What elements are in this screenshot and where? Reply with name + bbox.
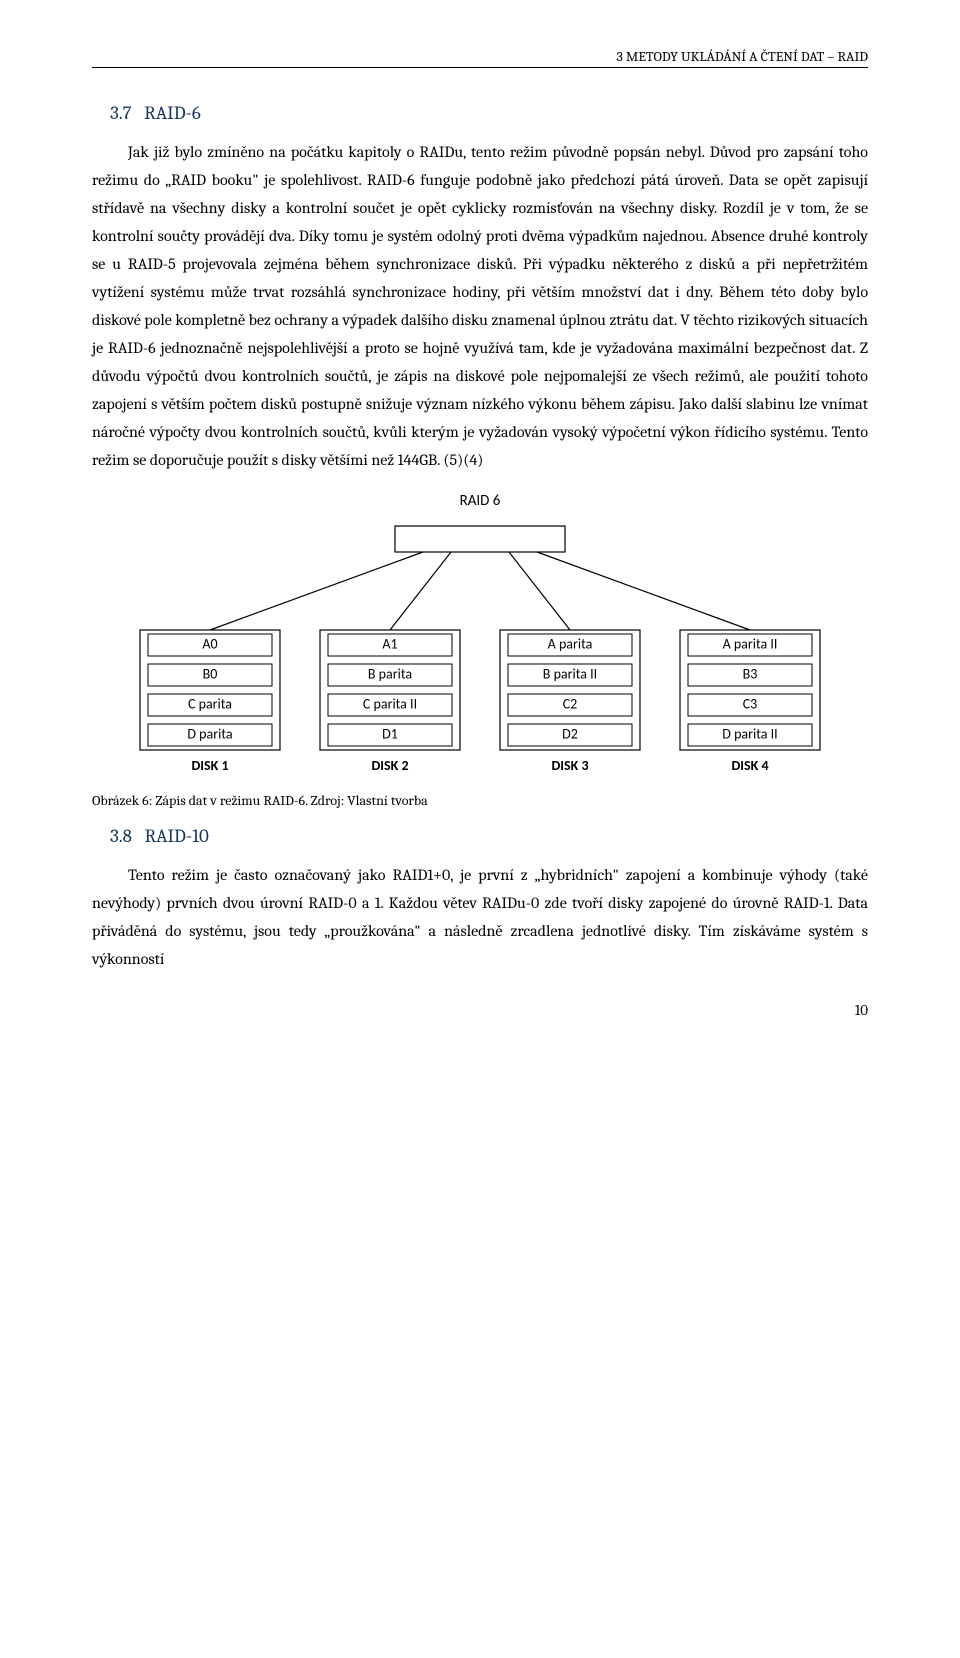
- svg-text:DISK 1: DISK 1: [191, 757, 228, 774]
- section-number: 3.7: [110, 102, 132, 124]
- svg-text:DISK 2: DISK 2: [371, 757, 408, 774]
- svg-text:B parita: B parita: [368, 665, 412, 682]
- svg-text:B3: B3: [743, 665, 758, 682]
- section-heading-raid10: 3.8 RAID-10: [110, 825, 868, 847]
- svg-text:B parita II: B parita II: [543, 665, 597, 682]
- svg-text:A parita: A parita: [548, 635, 593, 652]
- svg-text:A0: A0: [202, 635, 217, 652]
- svg-text:B0: B0: [203, 665, 218, 682]
- section-number: 3.8: [110, 825, 132, 847]
- figure-title: RAID 6: [92, 492, 868, 510]
- svg-text:C3: C3: [743, 695, 758, 712]
- paragraph-raid10: Tento režim je často označovaný jako RAI…: [92, 861, 868, 973]
- svg-text:D2: D2: [562, 725, 578, 742]
- svg-text:C parita II: C parita II: [363, 695, 417, 712]
- running-header: 3 METODY UKLÁDÁNÍ A ČTENÍ DAT – RAID: [92, 48, 868, 68]
- paragraph-raid6: Jak již bylo zmíněno na počátku kapitoly…: [92, 138, 868, 474]
- page-number: 10: [92, 1001, 868, 1019]
- section-heading-raid6: 3.7 RAID-6: [110, 102, 868, 124]
- section-title: RAID-6: [144, 102, 201, 124]
- svg-text:C2: C2: [563, 695, 578, 712]
- raid6-figure: RAID 6 A0 B0 C parita D parita DISK 1 A1 B par…: [92, 492, 868, 780]
- svg-text:D parita II: D parita II: [722, 725, 777, 742]
- figure-caption: Obrázek 6: Zápis dat v režimu RAID-6. Zd…: [92, 792, 868, 809]
- svg-text:C parita: C parita: [188, 695, 232, 712]
- svg-text:A1: A1: [382, 635, 397, 652]
- raid6-diagram-svg: A0 B0 C parita D parita DISK 1 A1 B parita C pa…: [120, 520, 840, 780]
- svg-text:D parita: D parita: [187, 725, 232, 742]
- svg-text:A parita II: A parita II: [723, 635, 778, 652]
- svg-text:D1: D1: [382, 725, 398, 742]
- svg-text:DISK 3: DISK 3: [551, 757, 588, 774]
- svg-text:DISK 4: DISK 4: [731, 757, 768, 774]
- section-title: RAID-10: [144, 825, 208, 847]
